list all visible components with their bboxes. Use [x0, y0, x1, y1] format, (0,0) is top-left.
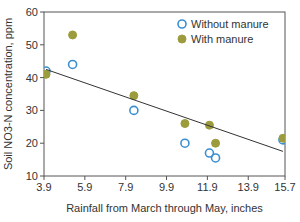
legend: Without manure With manure [178, 18, 269, 45]
x-tick-label: 13.9 [238, 181, 259, 193]
y-tick-label: 40 [26, 72, 38, 84]
y-tick-label: 30 [26, 104, 38, 116]
y-tick [40, 110, 44, 111]
point [181, 120, 189, 128]
point [212, 154, 220, 162]
legend-swatch [178, 35, 186, 43]
plot-frame [44, 12, 285, 176]
y-axis-label: Soil NO3-N concentration, ppm [2, 18, 14, 170]
point [279, 134, 285, 142]
plot-marks [44, 31, 285, 162]
legend-swatch [178, 20, 186, 28]
x-tick [44, 176, 45, 180]
x-tick [84, 176, 85, 180]
x-tick-label: 9.9 [159, 181, 174, 193]
point [69, 31, 77, 39]
x-tick [125, 176, 126, 180]
x-tick [166, 176, 167, 180]
y-tick [40, 176, 44, 177]
x-tick [207, 176, 208, 180]
point [69, 60, 77, 68]
x-tick [248, 176, 249, 180]
point [44, 70, 50, 78]
legend-label: With manure [191, 33, 253, 45]
y-tick-label: 50 [26, 39, 38, 51]
y-tick [40, 77, 44, 78]
y-tick [40, 143, 44, 144]
y-tick [40, 12, 44, 13]
chart: 1020304050603.95.97.99.911.913.915.7Rain… [0, 0, 300, 222]
y-tick-label: 60 [26, 6, 38, 18]
x-tick-label: 7.9 [118, 181, 133, 193]
x-axis-label: Rainfall from March through May, inches [66, 202, 263, 214]
trend-line [46, 69, 283, 151]
point [181, 139, 189, 147]
y-tick-label: 20 [26, 137, 38, 149]
y-tick [40, 44, 44, 45]
legend-label: Without manure [191, 18, 269, 30]
x-tick-label: 5.9 [77, 181, 92, 193]
point [212, 139, 220, 147]
point [130, 106, 138, 114]
x-tick [285, 176, 286, 180]
x-tick-label: 11.9 [197, 181, 218, 193]
x-tick-label: 15.7 [274, 181, 295, 193]
x-tick-label: 3.9 [36, 181, 51, 193]
